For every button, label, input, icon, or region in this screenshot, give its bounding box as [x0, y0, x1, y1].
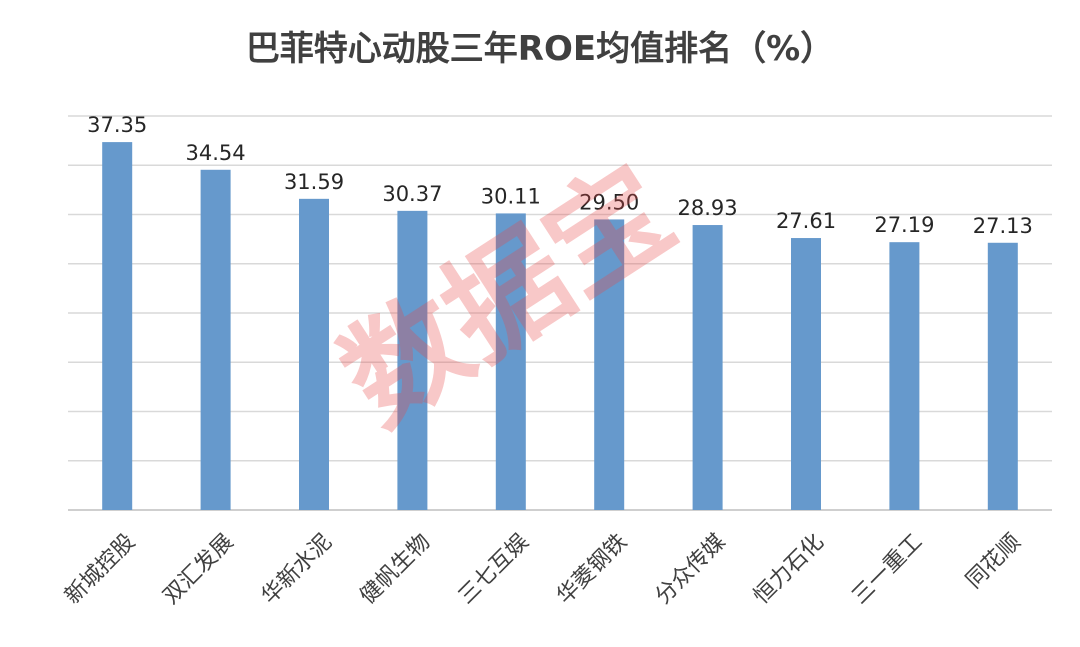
- data-label-9: 27.13: [973, 214, 1033, 238]
- category-label-0: 新城控股: [60, 529, 140, 609]
- bar-1: [200, 169, 231, 510]
- gridlines: [68, 115, 1052, 462]
- category-label-2: 华新水泥: [257, 529, 337, 609]
- category-label-9: 同花顺: [961, 529, 1025, 593]
- bar-9: [987, 242, 1018, 510]
- category-label-7: 恒力石化: [749, 529, 829, 609]
- data-label-0: 37.35: [87, 113, 147, 137]
- bar-5: [594, 219, 625, 511]
- data-label-2: 31.59: [284, 170, 344, 194]
- bar-2: [299, 198, 329, 510]
- data-label-1: 34.54: [186, 141, 246, 165]
- category-label-3: 健帆生物: [355, 529, 435, 609]
- bar-0: [102, 142, 133, 511]
- data-label-7: 27.61: [776, 209, 836, 233]
- data-label-6: 28.93: [678, 196, 738, 220]
- data-label-4: 30.11: [481, 184, 541, 208]
- bar-3: [397, 210, 428, 510]
- data-labels: 37.35 34.54 31.59 30.37 30.11 29.50 28.93 27.61…: [87, 113, 1033, 238]
- data-label-3: 30.37: [382, 182, 442, 206]
- bars: [102, 142, 1018, 511]
- chart-title: 巴菲特心动股三年ROE均值排名（%）: [246, 29, 834, 69]
- category-label-5: 华菱钢铁: [552, 529, 632, 609]
- data-label-8: 27.19: [874, 213, 934, 237]
- category-label-6: 分众传媒: [651, 529, 731, 609]
- data-label-5: 29.50: [579, 190, 639, 214]
- bar-4: [495, 213, 526, 510]
- bar-6: [692, 225, 723, 511]
- category-label-4: 三七互娱: [454, 529, 534, 609]
- bar-7: [791, 238, 821, 510]
- category-labels: 新城控股 双汇发展 华新水泥 健帆生物 三七互娱 华菱钢铁 分众传媒 恒力石化 三一重工 同花顺: [60, 529, 1026, 609]
- bar-8: [889, 242, 920, 510]
- category-label-1: 双汇发展: [159, 529, 239, 609]
- category-label-8: 三一重工: [847, 529, 927, 609]
